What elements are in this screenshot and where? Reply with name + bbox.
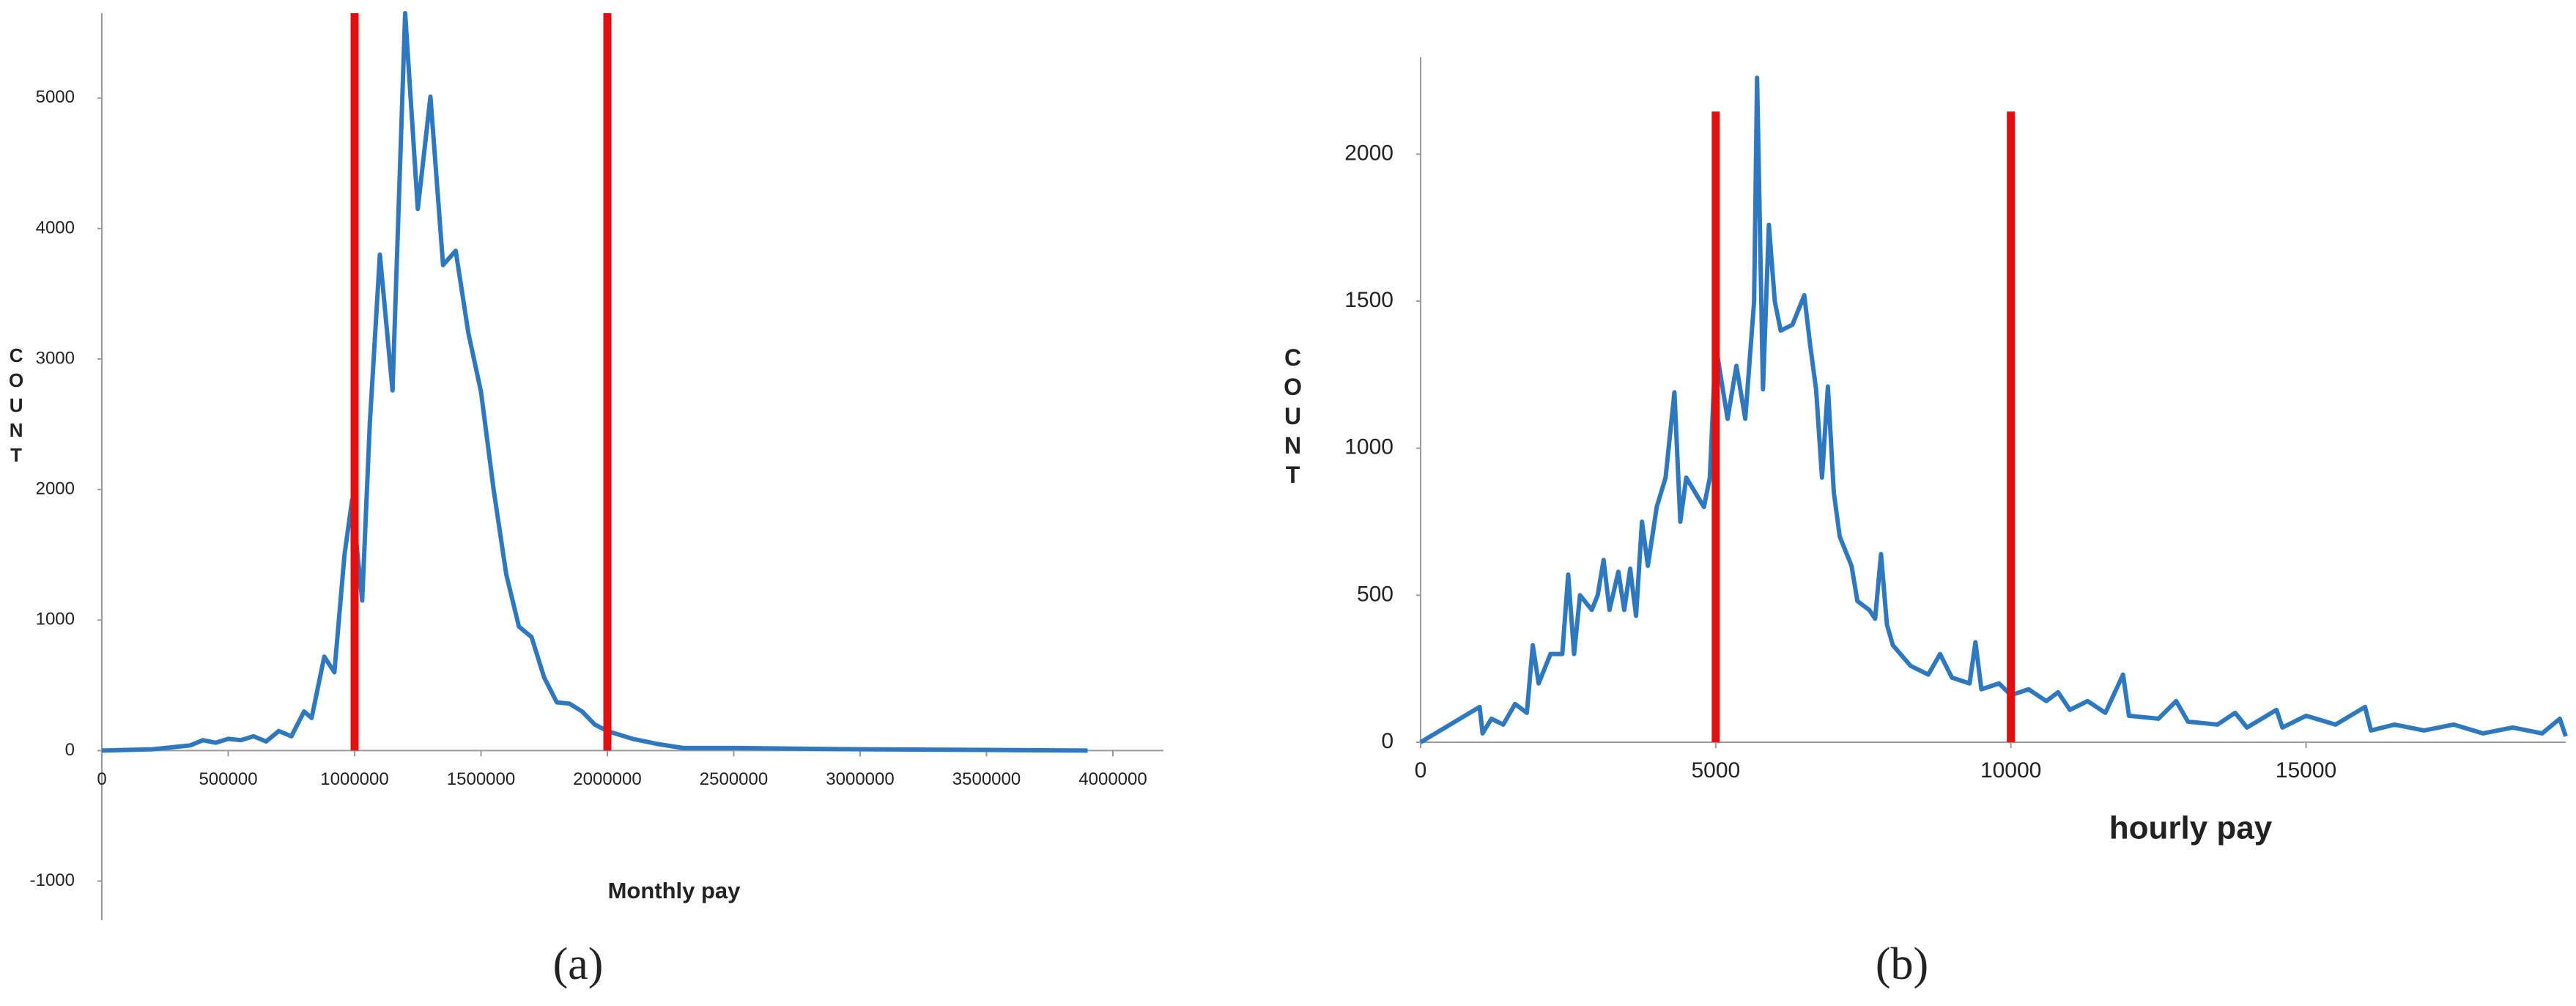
x-axis-label: Monthly pay — [608, 878, 741, 903]
x-tick-label: 500000 — [199, 769, 257, 789]
x-tick-label: 2000000 — [573, 769, 641, 789]
x-tick-label: 1500000 — [447, 769, 515, 789]
data-line — [101, 11, 1088, 753]
x-tick-label: 15000 — [2276, 758, 2336, 783]
x-axis-label: hourly pay — [2109, 810, 2273, 846]
x-tick-label: 0 — [1415, 758, 1427, 783]
y-tick-label: 2000 — [1344, 141, 1394, 165]
data-line — [1419, 75, 2568, 744]
x-tick-label: 3000000 — [826, 769, 894, 789]
y-tick-label: 5000 — [36, 87, 75, 107]
y-axis-label: COUNT — [5, 344, 27, 469]
y-tick-label: 0 — [65, 740, 75, 760]
x-tick-label: 3500000 — [952, 769, 1021, 789]
y-tick-label: 1000 — [1344, 435, 1394, 459]
y-tick-label: -1000 — [30, 870, 75, 890]
y-axis-label: COUNT — [1280, 344, 1306, 491]
x-tick-label: 4000000 — [1078, 769, 1147, 789]
y-tick-label: 3000 — [36, 348, 75, 368]
y-tick-label: 2000 — [36, 479, 75, 499]
x-tick-label: 10000 — [1980, 758, 2041, 783]
x-tick-label: 2500000 — [700, 769, 768, 789]
y-tick-label: 1000 — [36, 610, 75, 629]
y-tick-label: 1500 — [1344, 288, 1394, 312]
y-tick-label: 4000 — [36, 218, 75, 237]
y-tick-label: 0 — [1381, 729, 1394, 753]
panel-caption: (a) — [553, 939, 604, 989]
y-tick-label: 500 — [1357, 582, 1394, 606]
x-tick-label: 1000000 — [320, 769, 388, 789]
panel-caption: (b) — [1876, 939, 1928, 989]
x-tick-label: 5000 — [1691, 758, 1740, 783]
x-tick-label: 0 — [97, 769, 106, 789]
